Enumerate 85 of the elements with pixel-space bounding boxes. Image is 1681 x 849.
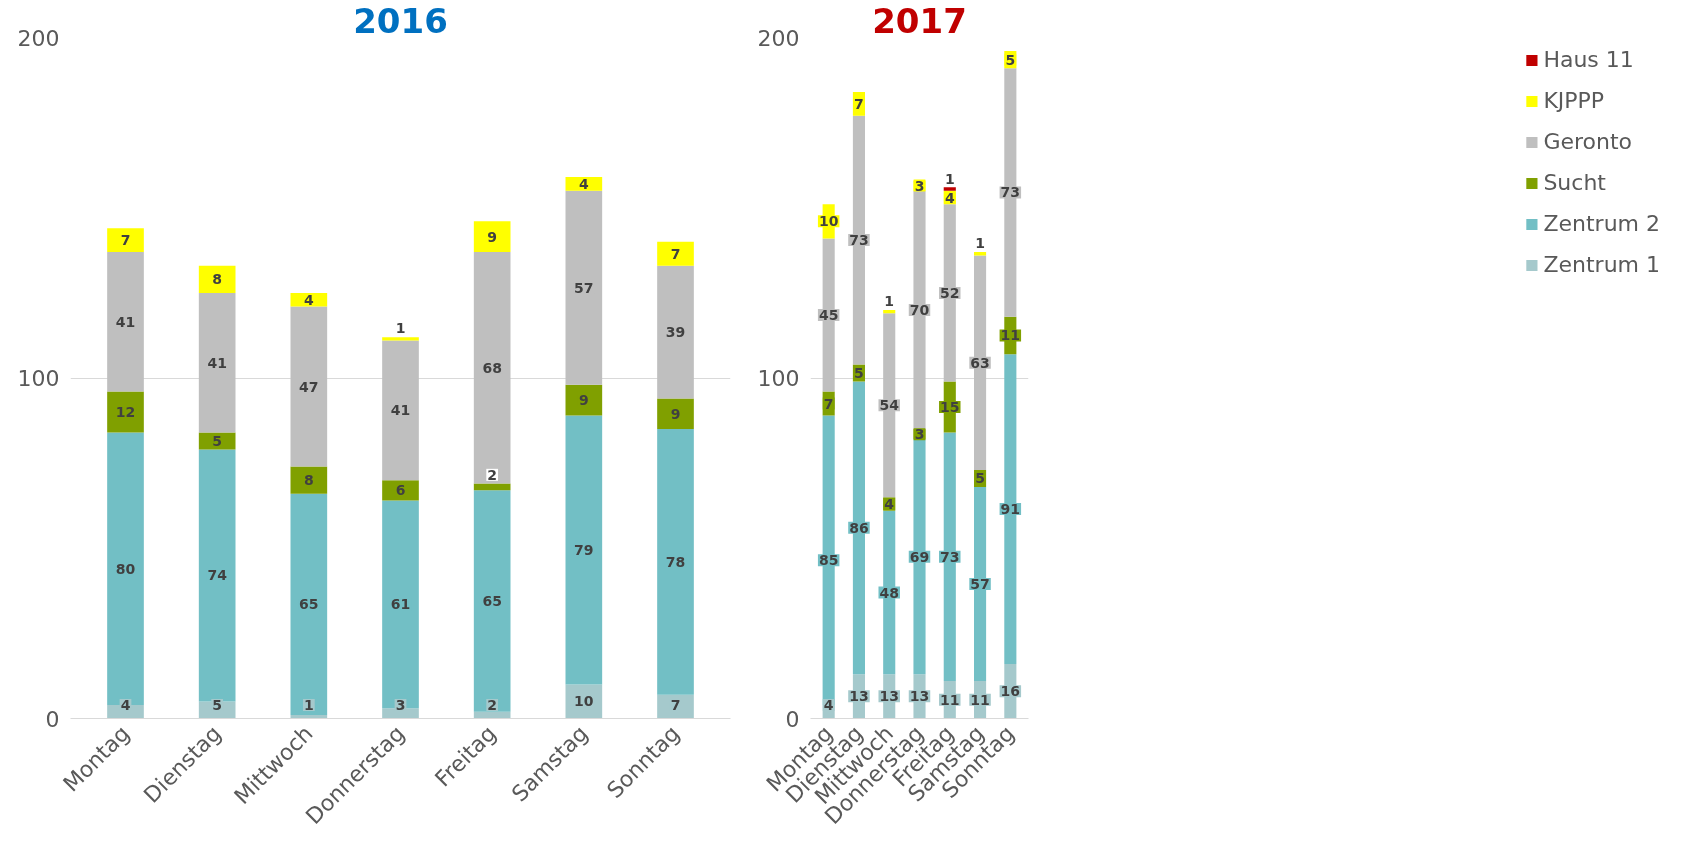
data-label: 1 (975, 235, 985, 252)
data-label: 7 (823, 395, 834, 412)
data-label: 4 (823, 696, 834, 713)
data-label: 7 (670, 245, 681, 262)
data-label: 4 (303, 291, 314, 308)
data-label: 7 (120, 232, 131, 249)
data-label: 74 (207, 567, 228, 584)
data-label: 15 (940, 398, 960, 415)
data-label: 80 (115, 560, 136, 577)
data-label: 78 (665, 553, 686, 570)
data-label: 41 (390, 402, 411, 419)
data-label: 48 (879, 584, 899, 601)
data-label: 10 (574, 693, 594, 710)
data-label: 3 (914, 426, 925, 443)
data-label: 5 (1005, 51, 1016, 68)
data-label: 12 (115, 404, 136, 421)
data-label: 2 (487, 696, 498, 713)
data-label: 1 (395, 320, 406, 337)
data-label: 68 (482, 359, 502, 376)
data-label: 63 (970, 354, 990, 371)
data-label: 45 (818, 307, 839, 324)
data-label: 70 (909, 301, 930, 318)
data-label: 47 (299, 378, 319, 395)
legend-label: KJPPP (1543, 88, 1605, 113)
data-label: 61 (390, 596, 411, 613)
legend-label: Zentrum 1 (1543, 252, 1660, 277)
data-label: 65 (482, 593, 502, 610)
data-label: 4 (120, 696, 131, 713)
data-label: 2 (487, 466, 498, 483)
data-label: 11 (1000, 327, 1021, 344)
data-label: 39 (665, 324, 686, 341)
legend-label: Zentrum 2 (1543, 211, 1660, 236)
data-label: 6 (395, 482, 406, 499)
data-label: 91 (1000, 501, 1021, 518)
data-label: 41 (115, 313, 136, 330)
data-label: 10 (818, 213, 839, 230)
data-label: 1 (884, 293, 895, 310)
data-label: 65 (299, 596, 319, 613)
data-label: 5 (975, 470, 985, 487)
chart-title: 2017 (872, 0, 967, 41)
data-label: 73 (849, 232, 869, 249)
data-label: 16 (1000, 683, 1021, 700)
data-label: 4 (578, 175, 589, 192)
data-label: 54 (879, 397, 900, 414)
data-label: 86 (849, 519, 869, 536)
y-tick-label: 200 (757, 25, 800, 51)
data-label: 7 (670, 696, 681, 713)
data-label: 57 (970, 576, 990, 592)
data-label: 79 (574, 541, 594, 558)
data-label: 7 (854, 95, 864, 112)
data-label: 73 (1000, 184, 1021, 201)
data-label: 9 (578, 392, 589, 409)
data-label: 5 (212, 696, 223, 713)
data-label: 5 (212, 432, 223, 449)
data-label: 1 (303, 696, 314, 713)
y-tick-label: 0 (785, 706, 800, 732)
data-label: 85 (818, 552, 839, 569)
legend-label: Haus 11 (1543, 47, 1634, 72)
legend-label: Geronto (1543, 129, 1633, 154)
chart-title: 2016 (353, 0, 448, 41)
data-label: 41 (207, 354, 227, 371)
y-tick-label: 100 (757, 366, 800, 391)
data-label: 13 (879, 688, 899, 705)
data-label: 1 (944, 170, 955, 187)
data-label: 3 (914, 177, 925, 194)
data-label: 4 (884, 495, 895, 512)
data-label: 11 (940, 691, 960, 708)
data-label: 5 (854, 364, 864, 381)
data-label: 3 (395, 696, 406, 713)
data-label: 11 (970, 691, 990, 708)
data-label: 9 (670, 405, 681, 422)
data-label: 13 (849, 688, 869, 705)
data-label: 9 (487, 228, 498, 245)
data-label: 8 (212, 271, 223, 288)
data-label: 52 (940, 284, 960, 301)
data-label: 4 (944, 189, 955, 206)
y-tick-label: 200 (17, 25, 60, 51)
y-tick-label: 100 (17, 366, 60, 391)
data-label: 13 (909, 688, 930, 705)
data-label: 73 (940, 548, 960, 565)
data-label: 69 (909, 548, 930, 565)
data-label: 8 (303, 472, 314, 489)
legend-label: Sucht (1543, 170, 1606, 195)
data-label: 57 (574, 279, 594, 296)
y-tick-label: 0 (45, 706, 60, 732)
